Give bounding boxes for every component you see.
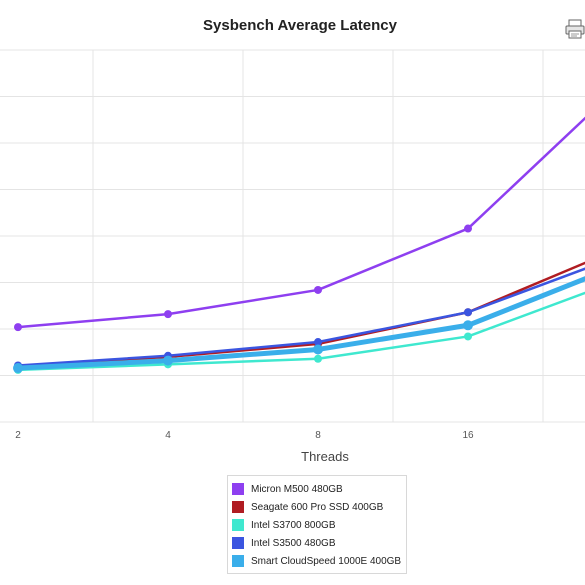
- data-point[interactable]: [13, 363, 23, 374]
- x-axis-title: Threads: [301, 449, 349, 464]
- x-tick-label: 4: [165, 430, 171, 441]
- data-point[interactable]: [163, 355, 173, 366]
- x-tick-label: 16: [462, 430, 474, 441]
- legend-item[interactable]: Seagate 600 Pro SSD 400GB: [232, 498, 402, 516]
- x-tick-label: 8: [315, 430, 321, 441]
- data-point[interactable]: [164, 310, 172, 319]
- series-path: [17, 276, 585, 371]
- data-point[interactable]: [464, 332, 472, 341]
- series-path: [17, 291, 585, 372]
- data-point[interactable]: [314, 338, 322, 347]
- data-point[interactable]: [463, 320, 473, 331]
- data-point[interactable]: [314, 285, 322, 294]
- legend-swatch: [232, 537, 244, 549]
- chart-title: Sysbench Average Latency: [203, 17, 397, 34]
- legend: Micron M500 480GB Seagate 600 Pro SSD 400…: [227, 475, 407, 574]
- legend-item[interactable]: Intel S3700 800GB: [232, 516, 402, 534]
- x-axis-ticks: 2481632: [15, 430, 474, 441]
- legend-item[interactable]: Intel S3500 480GB: [232, 534, 402, 552]
- grid: [0, 49, 585, 423]
- legend-label: Intel S3500 480GB: [251, 537, 336, 549]
- legend-swatch: [232, 555, 244, 567]
- legend-swatch: [232, 501, 244, 513]
- data-point[interactable]: [464, 224, 472, 233]
- data-point[interactable]: [314, 354, 322, 363]
- series-layer: [13, 83, 585, 374]
- data-point[interactable]: [14, 323, 22, 332]
- series-line[interactable]: [13, 261, 585, 374]
- print-icon[interactable]: [564, 18, 585, 40]
- legend-swatch: [232, 483, 244, 495]
- legend-label: Intel S3700 800GB: [251, 519, 336, 531]
- legend-swatch: [232, 519, 244, 531]
- line-chart: 2481632 Threads: [0, 49, 585, 464]
- legend-label: Micron M500 480GB: [251, 483, 343, 495]
- data-point[interactable]: [464, 308, 472, 317]
- data-point[interactable]: [313, 344, 323, 355]
- series-path: [17, 116, 585, 329]
- x-tick-label: 2: [15, 430, 21, 441]
- legend-label: Smart CloudSpeed 1000E 400GB: [251, 555, 402, 567]
- legend-item[interactable]: Micron M500 480GB: [232, 480, 402, 498]
- legend-label: Seagate 600 Pro SSD 400GB: [251, 501, 384, 513]
- legend-item[interactable]: Smart CloudSpeed 1000E 400GB: [232, 552, 402, 570]
- series-line[interactable]: [14, 83, 585, 332]
